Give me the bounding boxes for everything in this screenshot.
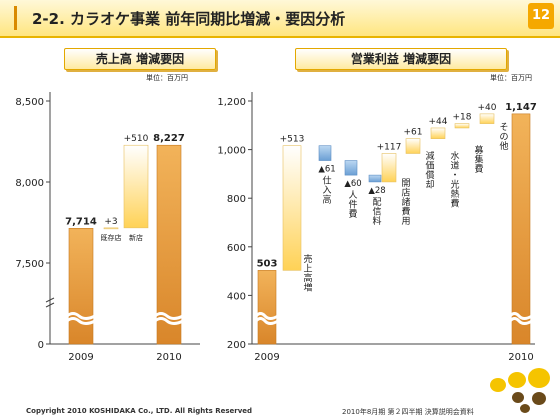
bar-その他 (479, 113, 495, 124)
bar-水道・光熱費 (430, 127, 446, 139)
right-panel-unit: 単位：百万円 (490, 74, 532, 82)
axis-break-wave (154, 312, 184, 320)
data-label: +40 (478, 103, 497, 113)
x-tick-label: 2009 (68, 352, 93, 363)
category-label: 新店 (129, 233, 143, 242)
data-label: +510 (124, 134, 149, 144)
y-tick-label: 1,200 (217, 97, 246, 108)
axis-break-mark (45, 297, 55, 303)
axis-break-mark (45, 302, 55, 308)
axis-break-wave (254, 317, 279, 325)
bar-減価償却 (405, 138, 421, 154)
category-label: 募集費 (474, 144, 483, 175)
data-label: +18 (453, 113, 472, 123)
data-label: +513 (280, 135, 305, 145)
axis-break-wave (254, 312, 279, 320)
category-label: その他 (499, 122, 508, 152)
bar-2010 (511, 113, 531, 345)
bar-仕入高 (318, 145, 332, 161)
data-label: 7,714 (65, 216, 97, 227)
category-label: 既存店 (101, 233, 122, 242)
category-label: 人件費 (348, 190, 357, 220)
bar-既存店 (103, 227, 119, 230)
data-label: +61 (404, 128, 423, 138)
data-label: ▲28 (368, 186, 385, 196)
data-label: +117 (377, 142, 402, 152)
axis-break-wave (154, 317, 184, 325)
data-label: 503 (257, 258, 278, 269)
bar-2009 (68, 228, 94, 345)
left-panel-label: 売上高 増減要因 (64, 48, 216, 70)
bar-売上高増 (282, 145, 302, 271)
axis-break-wave (508, 317, 533, 325)
y-tick-label: 8,000 (15, 178, 44, 189)
y-tick-label: 800 (227, 194, 246, 205)
right-panel-label: 営業利益 増減要因 (295, 48, 507, 70)
bar-募集費 (454, 123, 470, 129)
category-label: 水道・光熱費 (450, 150, 459, 209)
y-tick-label: 600 (227, 243, 246, 254)
header-accent-bar (14, 6, 17, 30)
y-tick-label: 1,000 (217, 146, 246, 157)
axis-break-wave (508, 312, 533, 320)
category-label: 仕入高 (322, 175, 331, 206)
axis-break-wave (66, 317, 96, 325)
category-label: 配信料 (372, 197, 381, 227)
footer-document: 2010年8月期 第２四半期 決算説明会資料 (342, 408, 474, 416)
y-tick-label: 7,500 (15, 259, 44, 270)
category-label: 売上高増 (303, 253, 312, 293)
y-tick-label: 8,500 (15, 97, 44, 108)
left-panel-unit: 単位：百万円 (146, 74, 188, 82)
data-label: ▲60 (344, 179, 361, 189)
bar-2009 (257, 270, 277, 345)
data-label: ▲61 (318, 165, 335, 175)
x-tick-label: 2009 (254, 352, 279, 363)
y-tick-label: 200 (227, 340, 246, 351)
data-label: +3 (104, 217, 117, 227)
y-tick-label: 400 (227, 291, 246, 302)
x-tick-label: 2010 (156, 352, 181, 363)
slide-title: 2-2. カラオケ事業 前年同期比増減・要因分析 (32, 10, 346, 28)
footer-copyright: Copyright 2010 KOSHIDAKA Co., LTD. All R… (26, 407, 253, 415)
category-label: 開店諸費用 (401, 178, 410, 227)
y-tick-label: 0 (38, 340, 44, 351)
data-label: +44 (429, 117, 448, 127)
bar-2010 (156, 144, 182, 345)
category-label: 減価償却 (425, 150, 434, 190)
data-label: 1,147 (505, 102, 537, 113)
page-number: 12 (528, 3, 554, 29)
slide-header: 2-2. カラオケ事業 前年同期比増減・要因分析 12 (0, 0, 560, 38)
bar-配信料 (368, 174, 382, 183)
axis-break-wave (66, 312, 96, 320)
bar-人件費 (344, 160, 358, 176)
bar-新店 (123, 144, 149, 229)
bar-開店諸費用 (381, 153, 397, 183)
x-tick-label: 2010 (508, 352, 533, 363)
data-label: 8,227 (153, 133, 185, 144)
